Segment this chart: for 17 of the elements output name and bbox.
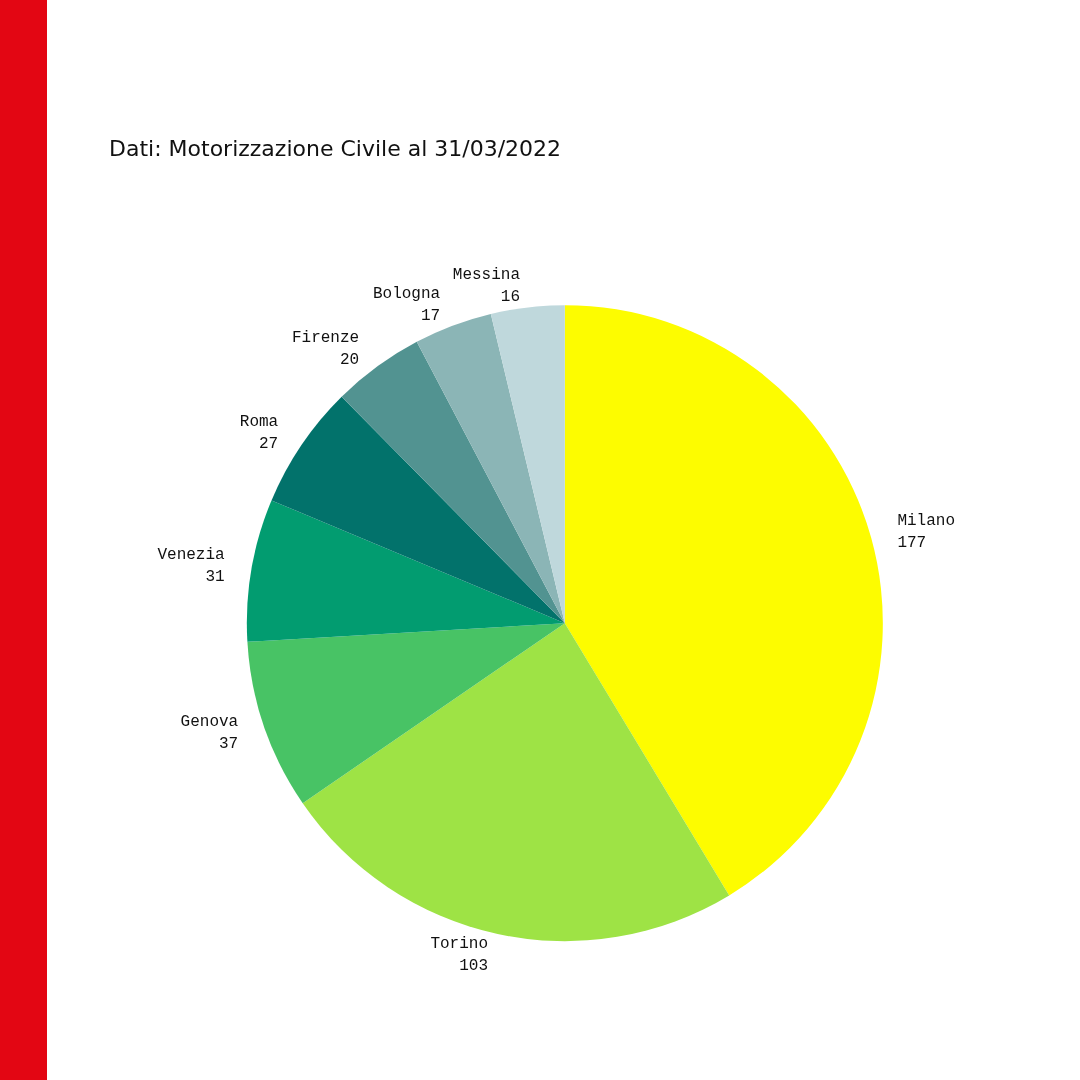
slice-label: Torino <box>430 935 489 954</box>
slice-label: Roma <box>239 412 279 431</box>
text: Dati: Motorizzazione Civile al 31/03/2022 <box>109 136 562 161</box>
data-label: 31 <box>205 568 225 587</box>
data-label: 103 <box>459 957 489 976</box>
slice-label: Genova <box>180 713 239 732</box>
data-label: 20 <box>339 350 360 369</box>
slice-label: Firenze <box>291 328 360 347</box>
slice-label: Venezia <box>157 546 226 565</box>
slice-label: Messina <box>452 265 521 284</box>
slice-label: Milano <box>897 511 955 530</box>
data-label: 37 <box>219 735 239 754</box>
data-label: 27 <box>258 434 279 453</box>
slice-label: Bologna <box>372 284 441 303</box>
data-label: 177 <box>897 533 927 552</box>
data-label: 17 <box>420 306 441 325</box>
data-label: 16 <box>500 287 520 306</box>
